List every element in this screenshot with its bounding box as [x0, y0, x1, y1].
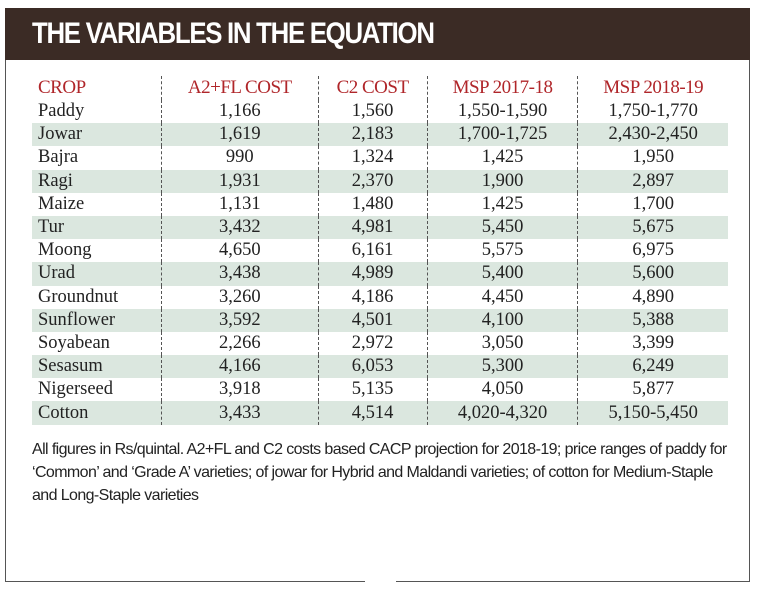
value-cell: 3,432 — [161, 215, 319, 240]
column-header: CROP — [38, 77, 86, 98]
footnote: All figures in Rs/quintal. A2+FL and C2 … — [32, 441, 727, 504]
frame-bottom-left — [5, 581, 365, 582]
table-row: Paddy 1,166 1,560 1,550-1,590 1,750-1,770 — [32, 100, 728, 124]
column-header: MSP 2017-18 — [426, 76, 578, 100]
value-cell: 1,700 — [577, 192, 728, 216]
crop-cell: Ragi — [32, 169, 162, 193]
value-cell: 4,450 — [426, 285, 578, 309]
value-cell: 1,425 — [426, 192, 578, 216]
value-cell: 2,972 — [317, 331, 428, 356]
value-cell: 5,675 — [577, 215, 728, 240]
table-row: Tur 3,432 4,981 5,450 5,675 — [32, 215, 728, 240]
value-cell: 4,981 — [317, 215, 428, 240]
crop-cell: Nigerseed — [38, 379, 113, 400]
value-cell: 1,950 — [577, 146, 728, 170]
value-cell: 5,388 — [577, 308, 728, 332]
crop-cell: Moong — [38, 240, 92, 261]
value-cell: 3,438 — [161, 262, 319, 286]
table-row: Groundnut 3,260 4,186 4,450 4,890 — [32, 285, 728, 309]
value-cell: 5,450 — [426, 215, 578, 240]
column-header: MSP 2018-19 — [577, 76, 728, 100]
crop-cell: Jowar — [32, 123, 162, 147]
crop-cell: Soyabean — [38, 332, 110, 353]
value-cell: 5,400 — [426, 262, 578, 286]
value-cell: 1,480 — [317, 192, 428, 216]
value-cell: 6,161 — [317, 239, 428, 263]
value-cell: 4,186 — [317, 285, 428, 309]
crop-cell: Urad — [32, 262, 162, 286]
value-cell: 4,650 — [161, 239, 319, 263]
value-cell: 2,897 — [577, 169, 728, 193]
value-cell: 5,150-5,450 — [577, 401, 728, 425]
table-row: Sesasum 4,166 6,053 5,300 6,249 — [32, 355, 728, 379]
crop-cell: Tur — [32, 215, 162, 240]
value-cell: 1,425 — [426, 146, 578, 170]
value-cell: 4,501 — [317, 308, 428, 332]
table-row: Bajra 990 1,324 1,425 1,950 — [32, 146, 728, 170]
value-cell: 5,877 — [577, 378, 728, 402]
value-cell: 3,260 — [161, 285, 319, 309]
value-cell: 4,050 — [426, 378, 578, 402]
value-cell: 1,324 — [317, 146, 428, 170]
value-cell: 6,249 — [577, 355, 728, 379]
crop-cell: Groundnut — [38, 286, 119, 307]
table-row: Nigerseed 3,918 5,135 4,050 5,877 — [32, 378, 728, 402]
value-cell: 990 — [161, 146, 319, 170]
column-header: C2 COST — [317, 76, 428, 100]
value-cell: 1,900 — [426, 169, 578, 193]
table-row: Maize 1,131 1,480 1,425 1,700 — [32, 192, 728, 216]
value-cell: 6,975 — [577, 239, 728, 263]
value-cell: 3,918 — [161, 378, 319, 402]
table-row: Sunflower 3,592 4,501 4,100 5,388 — [32, 308, 728, 332]
value-cell: 1,166 — [161, 100, 319, 124]
value-cell: 2,430-2,450 — [577, 123, 728, 147]
value-cell: 3,399 — [577, 331, 728, 356]
value-cell: 4,020-4,320 — [426, 401, 578, 425]
value-cell: 1,619 — [161, 123, 319, 147]
value-cell: 1,131 — [161, 192, 319, 216]
value-cell: 5,600 — [577, 262, 728, 286]
table-row: Cotton 3,433 4,514 4,020-4,320 5,150-5,450 — [32, 401, 728, 425]
frame-bottom-right — [396, 581, 750, 582]
value-cell: 5,135 — [317, 378, 428, 402]
value-cell: 4,100 — [426, 308, 578, 332]
table-row: Soyabean 2,266 2,972 3,050 3,399 — [32, 331, 728, 356]
value-cell: 5,300 — [426, 355, 578, 379]
table-title: THE VARIABLES IN THE EQUATION — [32, 17, 435, 50]
crop-cell: Paddy — [38, 101, 85, 122]
value-cell: 5,575 — [426, 239, 578, 263]
header-row: CROP A2+FL COST C2 COST MSP 2017-18 MSP 2018… — [32, 76, 728, 100]
data-table: CROP A2+FL COST C2 COST MSP 2017-18 MSP 2018… — [32, 76, 728, 425]
value-cell: 2,266 — [161, 331, 319, 356]
table-row: Jowar 1,619 2,183 1,700-1,725 2,430-2,450 — [32, 123, 728, 147]
value-cell: 1,700-1,725 — [426, 123, 578, 147]
value-cell: 4,514 — [317, 401, 428, 425]
value-cell: 1,550-1,590 — [426, 100, 578, 124]
crop-cell: Sesasum — [32, 355, 162, 379]
value-cell: 1,560 — [317, 100, 428, 124]
value-cell: 4,890 — [577, 285, 728, 309]
crop-cell: Sunflower — [32, 308, 162, 332]
value-cell: 3,592 — [161, 308, 319, 332]
crop-cell: Maize — [38, 193, 85, 214]
value-cell: 4,989 — [317, 262, 428, 286]
value-cell: 1,750-1,770 — [577, 100, 728, 124]
value-cell: 1,931 — [161, 169, 319, 193]
value-cell: 4,166 — [161, 355, 319, 379]
title-banner: THE VARIABLES IN THE EQUATION — [5, 8, 750, 60]
table-row: Ragi 1,931 2,370 1,900 2,897 — [32, 169, 728, 193]
crop-cell: Bajra — [38, 147, 79, 168]
value-cell: 3,433 — [161, 401, 319, 425]
value-cell: 6,053 — [317, 355, 428, 379]
crop-cell: Cotton — [32, 401, 162, 425]
table-row: Moong 4,650 6,161 5,575 6,975 — [32, 239, 728, 263]
table-row: Urad 3,438 4,989 5,400 5,600 — [32, 262, 728, 286]
value-cell: 2,370 — [317, 169, 428, 193]
value-cell: 2,183 — [317, 123, 428, 147]
column-header: A2+FL COST — [161, 76, 319, 100]
value-cell: 3,050 — [426, 331, 578, 356]
